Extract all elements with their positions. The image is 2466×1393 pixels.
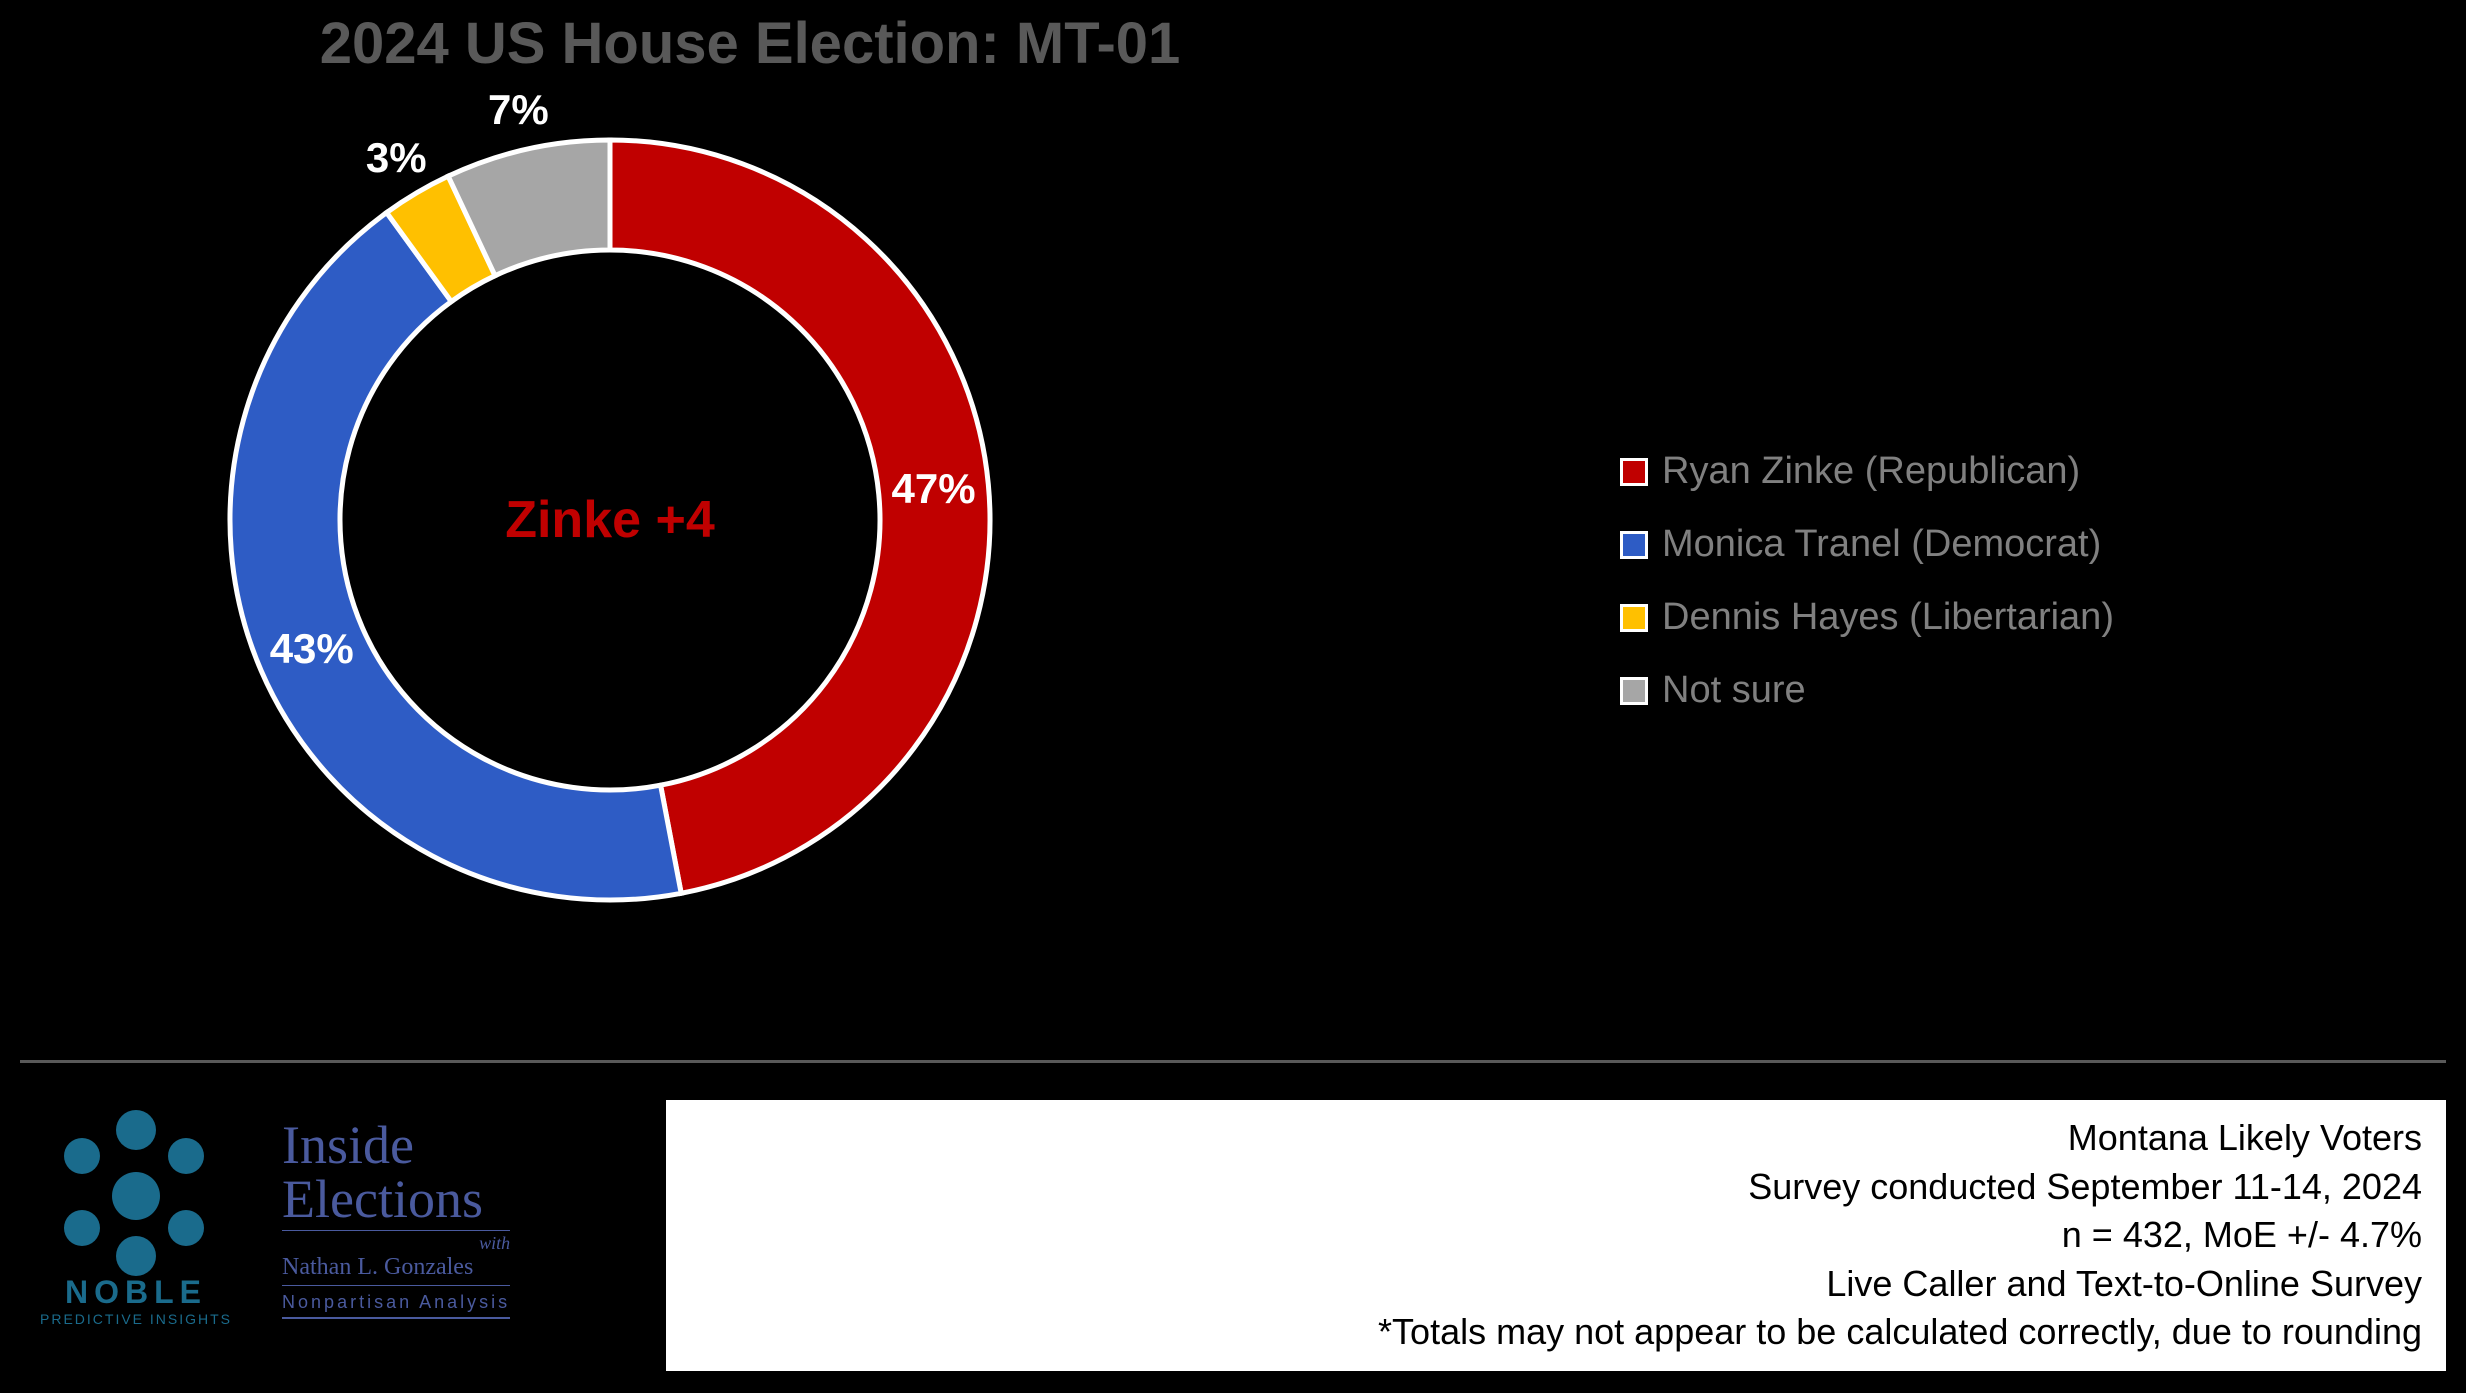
legend-item-notsure: Not sure [1620, 669, 2114, 712]
ie-with: with [282, 1230, 510, 1254]
info-line-0: Montana Likely Voters [690, 1114, 2422, 1163]
footer-divider [20, 1060, 2446, 1063]
info-line-4: *Totals may not appear to be calculated … [690, 1308, 2422, 1357]
legend-text-hayes: Dennis Hayes (Libertarian) [1662, 596, 2114, 639]
legend-item-hayes: Dennis Hayes (Libertarian) [1620, 596, 2114, 639]
ie-tagline: Nonpartisan Analysis [282, 1292, 510, 1319]
legend-text-zinke: Ryan Zinke (Republican) [1662, 450, 2080, 493]
survey-info-box: Montana Likely VotersSurvey conducted Se… [666, 1100, 2446, 1371]
info-line-1: Survey conducted September 11-14, 2024 [690, 1163, 2422, 1212]
legend-text-notsure: Not sure [1662, 669, 1806, 712]
noble-logo: NOBLE PREDICTIVE INSIGHTS [40, 1110, 232, 1327]
noble-dots-icon [56, 1110, 216, 1270]
ie-name: Nathan L. Gonzales [282, 1254, 510, 1286]
footer-logos: NOBLE PREDICTIVE INSIGHTS Inside Electio… [0, 1080, 510, 1327]
inside-elections-logo: Inside Elections with Nathan L. Gonzales… [282, 1118, 510, 1319]
noble-sub-text: PREDICTIVE INSIGHTS [40, 1311, 232, 1327]
ie-line1: Inside [282, 1118, 510, 1172]
legend-swatch-tranel [1620, 531, 1648, 559]
legend-item-zinke: Ryan Zinke (Republican) [1620, 450, 2114, 493]
donut-chart: Zinke +4 47%43%3%7% [220, 130, 1000, 910]
legend-swatch-hayes [1620, 604, 1648, 632]
chart-title: 2024 US House Election: MT-01 [0, 10, 1500, 77]
slice-label-notsure: 7% [488, 86, 549, 134]
legend: Ryan Zinke (Republican) Monica Tranel (De… [1620, 450, 2114, 712]
slice-label-hayes: 3% [366, 134, 427, 182]
slice-label-zinke: 47% [892, 465, 976, 513]
legend-item-tranel: Monica Tranel (Democrat) [1620, 523, 2114, 566]
legend-swatch-notsure [1620, 677, 1648, 705]
info-line-3: Live Caller and Text-to-Online Survey [690, 1260, 2422, 1309]
ie-line2: Elections [282, 1172, 510, 1226]
donut-center-label: Zinke +4 [505, 490, 715, 550]
noble-brand-text: NOBLE [65, 1274, 207, 1311]
legend-text-tranel: Monica Tranel (Democrat) [1662, 523, 2101, 566]
info-line-2: n = 432, MoE +/- 4.7% [690, 1211, 2422, 1260]
slice-label-tranel: 43% [270, 625, 354, 673]
legend-swatch-zinke [1620, 458, 1648, 486]
donut-slice-tranel [230, 213, 681, 900]
